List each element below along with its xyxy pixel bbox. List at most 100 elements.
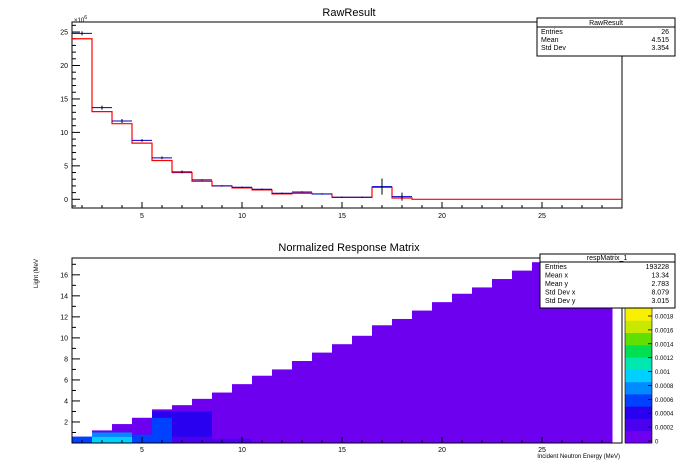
heatmap-cell	[92, 436, 132, 443]
palette-swatch	[625, 344, 652, 358]
blue-data-point	[112, 119, 132, 124]
plot-frame	[71, 21, 623, 209]
blue-data-point	[272, 192, 292, 194]
heatmap-column	[232, 384, 253, 443]
palette-tick-label: 0.0012	[655, 356, 674, 362]
stats-label: Entries	[541, 29, 563, 36]
palette-swatch	[625, 320, 652, 334]
heatmap-column	[352, 335, 373, 443]
y-axis-label: Light (MeV	[34, 259, 40, 288]
response-matrix-chart: Normalized Response Matrix 5 10 15 20 25 2 4 6…	[34, 242, 676, 460]
plot-frame	[71, 257, 623, 444]
heatmap-cell	[152, 417, 172, 443]
blue-data-point	[132, 139, 152, 142]
red-series	[72, 38, 622, 200]
heatmap-cells	[72, 258, 613, 443]
y-tick-label: 4	[64, 398, 68, 405]
heatmap-cell	[212, 438, 252, 443]
blue-data-point	[152, 156, 172, 160]
blue-data-point	[372, 178, 392, 195]
y-tick-label: 12	[60, 314, 68, 321]
blue-data-point	[172, 170, 192, 174]
x-tick-label: 25	[538, 213, 546, 220]
blue-data-point	[252, 188, 272, 190]
heatmap-column	[432, 302, 453, 443]
heatmap-column	[212, 392, 233, 443]
heatmap-column	[412, 310, 433, 443]
heatmap-column	[472, 287, 493, 443]
palette-swatch	[625, 369, 652, 383]
x-tick-label: 20	[438, 213, 446, 220]
y-tick-label: 14	[60, 293, 68, 300]
stats-box-frame	[539, 253, 676, 309]
palette-tick-label: 0.0008	[655, 384, 674, 390]
red-histogram-line	[72, 38, 622, 200]
heatmap-column	[292, 361, 313, 443]
palette-swatch	[625, 406, 652, 419]
x-axis: 5 10 15 20 25	[81, 202, 623, 220]
palette-tick-label: 0.0002	[655, 426, 674, 432]
palette-tick-label: 0.001	[655, 370, 671, 376]
stats-value: 26	[661, 29, 669, 36]
x-tick-label: 5	[140, 213, 144, 220]
heatmap-column	[332, 344, 353, 443]
palette-swatch	[625, 308, 652, 321]
heatmap-column	[312, 352, 333, 443]
chart-title: RawResult	[322, 7, 375, 19]
palette-tick-label: 0.0006	[655, 398, 674, 404]
blue-data-point	[392, 192, 412, 201]
blue-data-point	[212, 185, 232, 187]
y-axis: 0 5 10 15 20 25	[60, 24, 80, 207]
stats-box-frame	[536, 17, 676, 57]
palette-tick-label: 0	[655, 440, 659, 446]
heatmap-cell	[152, 436, 212, 443]
palette-tick-label: 0.0004	[655, 412, 674, 418]
y-tick-label: 20	[60, 63, 68, 70]
stats-label: Std Dev x	[545, 290, 576, 297]
palette-swatch	[625, 381, 652, 395]
heatmap-column	[512, 270, 533, 443]
y-exponent-power: 6	[84, 15, 87, 21]
x-tick-label: 15	[338, 447, 346, 454]
palette-tick-label: 0.0016	[655, 328, 674, 334]
chart-title: Normalized Response Matrix	[278, 242, 420, 254]
blue-data-point	[332, 196, 352, 198]
blue-data-point	[312, 193, 332, 195]
palette-swatch	[625, 357, 652, 370]
stats-value: 193228	[646, 264, 669, 271]
y-tick-label: 6	[64, 377, 68, 384]
heatmap-column	[252, 375, 273, 443]
heatmap-column	[272, 369, 293, 443]
heatmap-column	[372, 325, 393, 443]
blue-series	[72, 31, 412, 201]
stats-label: Mean y	[545, 281, 568, 288]
svg-text:×106: ×106	[74, 15, 87, 24]
palette-swatch	[625, 418, 652, 432]
stats-value: 3.015	[651, 298, 669, 305]
heatmap-cell	[72, 436, 92, 443]
raw-result-chart: RawResult 5 10 15 20 25 0 5 10 15 20 25 ×106 RawR…	[60, 7, 676, 220]
heatmap-column	[492, 279, 513, 443]
y-tick-label: 2	[64, 419, 68, 426]
stats-value: 3.354	[651, 45, 669, 52]
y-tick-label: 25	[60, 30, 68, 37]
stats-title: respMatrix_1	[587, 255, 628, 262]
stats-box: RawResult Entries 26 Mean 4.515 Std Dev 3.354	[536, 17, 676, 57]
blue-data-point	[92, 105, 112, 110]
stats-label: Std Dev	[541, 45, 566, 52]
stats-value: 13.34	[651, 273, 669, 280]
heatmap-column	[392, 318, 413, 443]
x-tick-label: 5	[140, 447, 144, 454]
stats-value: 2.783	[651, 281, 669, 288]
y-tick-label: 5	[64, 163, 68, 170]
stats-label: Std Dev y	[545, 298, 576, 305]
y-exponent-label: ×106	[74, 15, 87, 24]
stats-title: RawResult	[589, 20, 623, 27]
x-tick-label: 10	[238, 213, 246, 220]
color-palette: 0 0.0002 0.0004 0.0006 0.0008 0.001 0.0012 0.00…	[624, 307, 674, 446]
x-tick-label: 15	[338, 213, 346, 220]
stats-value: 8.079	[651, 290, 669, 297]
blue-data-point	[292, 191, 312, 193]
blue-data-point	[72, 31, 92, 36]
